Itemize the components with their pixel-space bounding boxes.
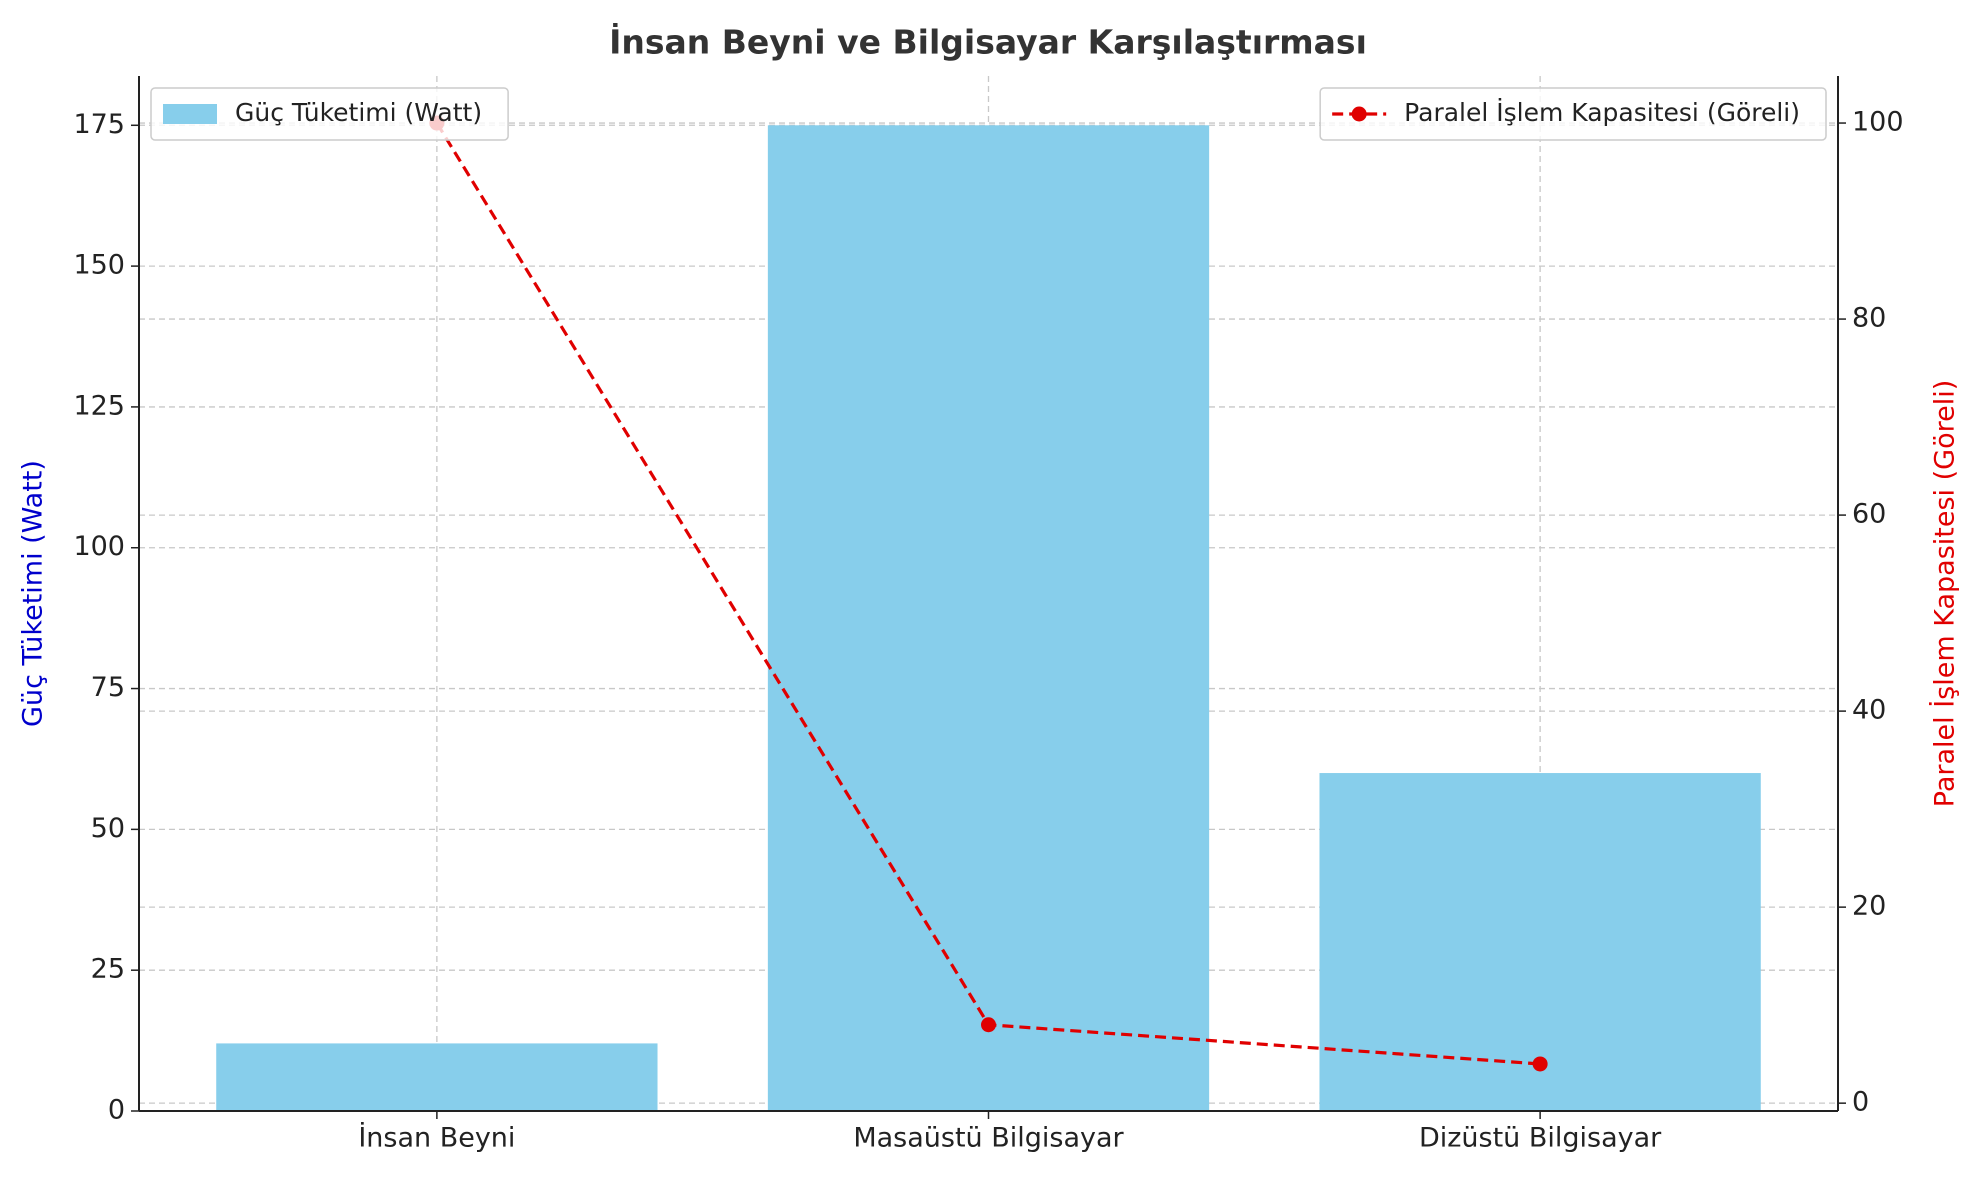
y-tick-label: 175 (73, 109, 125, 140)
y2-tick-label: 40 (1852, 695, 1886, 726)
y-tick-label: 150 (73, 250, 125, 281)
legend: Güç Tüketimi (Watt) (150, 87, 509, 141)
legend-box (1319, 87, 1827, 141)
x-tick-label: Masaüstü Bilgisayar (853, 1123, 1124, 1154)
y2-tick-label: 80 (1852, 303, 1886, 334)
y-tick-label: 75 (91, 672, 125, 703)
marker (1532, 1056, 1548, 1072)
y-tick-label: 25 (91, 954, 125, 985)
y2-tick-label: 60 (1852, 499, 1886, 530)
bar (216, 1043, 658, 1111)
y2-axis-label: Paralel İşlem Kapasitesi (Göreli) (1929, 380, 1961, 808)
legend-swatch (1351, 106, 1367, 122)
legend-label: Paralel İşlem Kapasitesi (Göreli) (1404, 98, 1800, 127)
y2-tick-label: 20 (1852, 891, 1886, 922)
y-tick-label: 0 (108, 1095, 125, 1126)
marks (216, 115, 1761, 1112)
x-tick-label: İnsan Beyni (358, 1122, 515, 1154)
marker (981, 1017, 996, 1033)
y-axis-label: Güç Tüketimi (Watt) (18, 460, 49, 727)
legend-box (150, 87, 509, 141)
bar (767, 125, 1210, 1112)
y2-tick-label: 0 (1852, 1087, 1869, 1118)
legend: Paralel İşlem Kapasitesi (Göreli) (1319, 87, 1827, 141)
chart-title: İnsan Beyni ve Bilgisayar Karşılaştırmas… (609, 22, 1367, 62)
x-tick-label: Dizüstü Bilgisayar (1419, 1123, 1662, 1154)
y-tick-label: 100 (73, 531, 125, 562)
legend-swatch (163, 104, 217, 124)
y-tick-label: 50 (91, 813, 125, 844)
y-tick-label: 125 (73, 390, 125, 421)
y2-tick-label: 100 (1852, 107, 1904, 138)
legend-label: Güç Tüketimi (Watt) (235, 98, 482, 127)
